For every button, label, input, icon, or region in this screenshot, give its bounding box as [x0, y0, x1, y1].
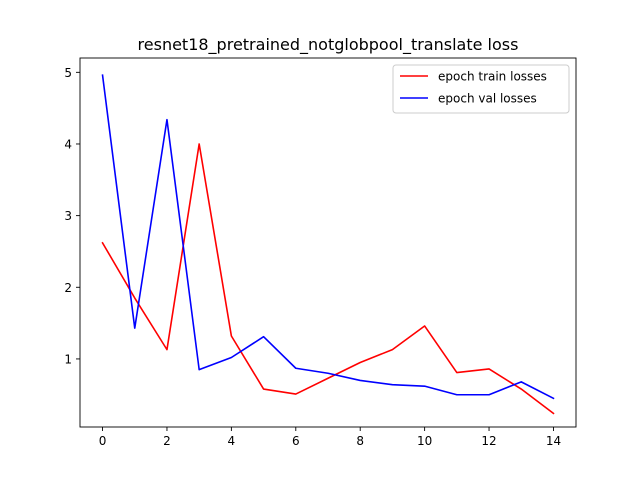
y-tick-label: 3 [64, 209, 72, 223]
x-tick-label: 14 [546, 434, 561, 448]
legend-label: epoch val losses [438, 92, 537, 106]
y-tick-label: 4 [64, 137, 72, 151]
axes-frame [79, 57, 577, 428]
y-tick-label: 5 [64, 66, 72, 80]
x-tick-label: 0 [99, 434, 107, 448]
x-tick-label: 6 [292, 434, 300, 448]
x-tick-label: 2 [163, 434, 171, 448]
y-tick-label: 2 [64, 281, 72, 295]
legend-box [392, 64, 570, 114]
chart-title: resnet18_pretrained_notglobpool_translat… [138, 35, 519, 55]
legend-label: epoch train losses [438, 70, 547, 84]
y-tick-label: 1 [64, 352, 72, 366]
x-tick-label: 8 [356, 434, 364, 448]
legend-item: epoch val losses [400, 92, 537, 106]
x-tick-label: 12 [481, 434, 496, 448]
x-tick-label: 10 [417, 434, 432, 448]
series-line-train [101, 143, 555, 415]
x-tick-label: 4 [228, 434, 236, 448]
legend-item: epoch train losses [400, 70, 547, 84]
series-line-val [101, 74, 555, 400]
legend: epoch train losses epoch val losses [392, 64, 570, 114]
